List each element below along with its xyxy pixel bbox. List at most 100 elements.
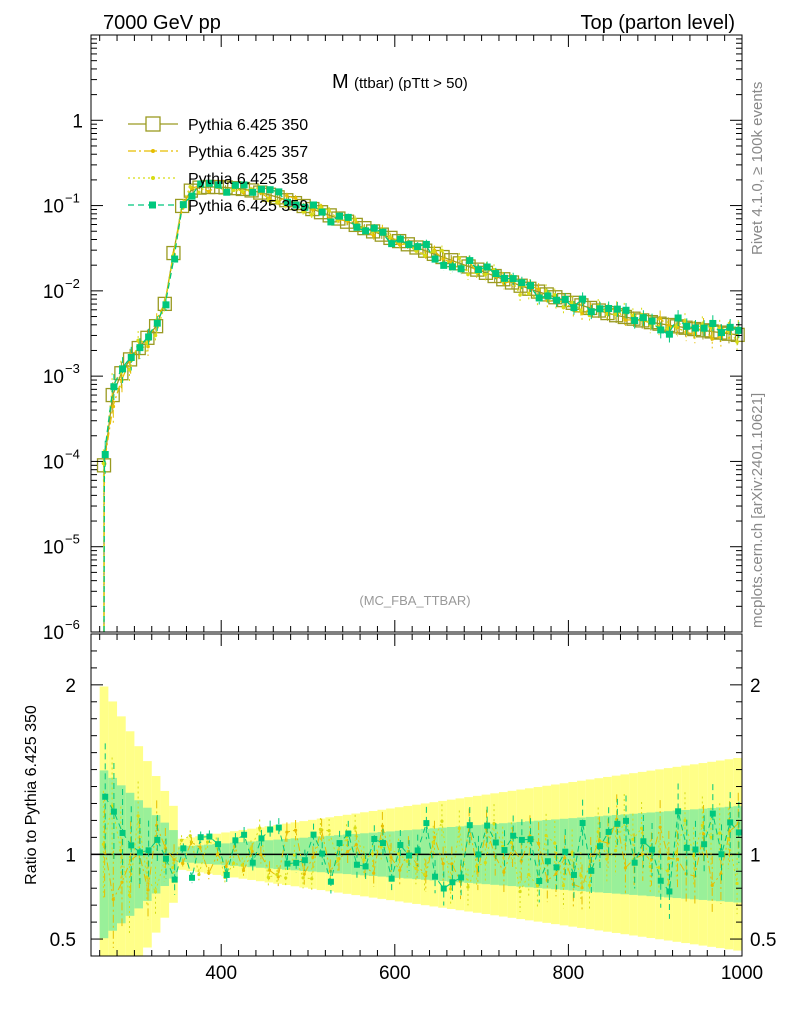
series-3-point	[431, 255, 439, 263]
series-3-point	[301, 203, 309, 211]
y-tick-label: 10	[43, 367, 64, 388]
series-3-point	[127, 353, 135, 361]
ratio-series-3-point	[492, 839, 499, 846]
ratio-series-3-point	[397, 842, 404, 849]
ratio-series-3-point	[623, 817, 630, 824]
ratio-series-3-point	[570, 871, 577, 878]
series-2-point	[431, 249, 436, 254]
series-3-point	[639, 314, 647, 322]
ratio-series-3-point	[128, 842, 135, 849]
series-3-point	[101, 451, 109, 459]
ratio-series-2-point	[431, 840, 435, 844]
ratio-frame	[90, 633, 743, 957]
rivet-label: Rivet 4.1.0, ≥ 100k events	[749, 82, 766, 255]
ratio-series-1-point	[597, 839, 601, 843]
series-1-point	[623, 318, 628, 322]
y-tick-label: 10	[43, 452, 64, 473]
ratio-series-1-point	[615, 817, 619, 821]
ratio-series-2-point	[422, 872, 427, 877]
series-2-point	[709, 326, 713, 330]
series-3-point	[370, 224, 378, 232]
ratio-series-3-point	[518, 836, 525, 843]
mcplots-label: mcplots.cern.ch [arXiv:2401.10621]	[749, 393, 766, 628]
ratio-series-2-point	[301, 876, 305, 880]
y-tick-label: 10	[43, 282, 64, 303]
ratio-series-3-point	[683, 844, 690, 851]
series-3-point	[596, 305, 604, 313]
ratio-series-1-point	[155, 823, 159, 827]
ratio-series-3-point	[675, 808, 682, 815]
series-2-point	[665, 327, 670, 331]
ratio-series-1-point	[736, 821, 740, 825]
ratio-series-3-point	[102, 793, 109, 800]
series-2-point	[605, 312, 609, 316]
ratio-series-3-point	[249, 859, 256, 866]
series-3-point	[205, 179, 213, 187]
series-2-point	[613, 312, 618, 317]
y-tick-label-exponent: −2	[65, 276, 80, 291]
series-2-point	[145, 341, 149, 345]
ratio-series-1-point	[502, 870, 506, 874]
series-3-point	[587, 308, 595, 316]
series-3-point	[691, 324, 699, 332]
series-2-point	[309, 213, 314, 217]
ratio-series-3-point	[215, 841, 222, 848]
series-2-point	[683, 319, 687, 323]
ratio-series-2-point	[292, 853, 296, 857]
header-process: Top (parton level)	[580, 12, 735, 34]
series-2-point	[127, 367, 132, 372]
series-1-point	[293, 196, 298, 200]
ratio-series-1-point	[293, 828, 298, 832]
ratio-series-2-point	[605, 857, 609, 861]
series-3-point	[136, 344, 144, 352]
ratio-y-tick-label-right: 2	[750, 676, 761, 697]
series-3-point	[561, 296, 569, 304]
series-3-point	[327, 218, 335, 226]
ratio-series-2-point	[492, 821, 496, 826]
ratio-series-3-point	[171, 876, 178, 883]
ratio-series-2-point	[527, 872, 531, 877]
series-3-point	[501, 274, 508, 282]
main-plot-area	[91, 35, 742, 632]
x-tick-label: 800	[553, 963, 585, 984]
series-3-point	[527, 282, 535, 290]
ratio-series-3-point	[110, 808, 117, 815]
ratio-series-2-point	[449, 887, 453, 891]
y-tick-label-exponent: −6	[65, 617, 80, 632]
ratio-series-3-point	[327, 878, 334, 885]
ratio-series-2-point	[709, 835, 713, 839]
x-tick-label: 600	[379, 963, 411, 984]
series-3-point	[379, 228, 387, 236]
ratio-series-3-point	[640, 838, 647, 845]
ratio-series-2-point	[613, 848, 618, 853]
ratio-series-3-point	[189, 874, 196, 881]
series-3-point	[718, 329, 725, 337]
series-2-point	[197, 190, 201, 195]
series-2-point	[136, 338, 140, 343]
ratio-series-3-point	[501, 847, 508, 854]
ratio-series-3-point	[284, 860, 291, 867]
ratio-series-2-point	[258, 826, 262, 830]
series-0-point	[643, 314, 659, 330]
series-2-point	[526, 291, 531, 296]
series-3-point	[440, 261, 448, 269]
series-3-point	[735, 326, 743, 334]
ratio-series-3-point	[293, 859, 300, 866]
ratio-y-tick-label-left: 2	[65, 676, 76, 697]
ratio-series-3-point	[727, 819, 734, 826]
series-2-point	[674, 324, 679, 328]
ratio-series-1-point	[450, 862, 454, 866]
ratio-series-3-point	[631, 859, 638, 866]
series-3-point	[214, 181, 222, 189]
ratio-series-2-point	[535, 884, 540, 888]
series-1-point	[684, 330, 688, 335]
ratio-series-3-point	[345, 830, 352, 837]
series-3-point	[188, 192, 196, 200]
ratio-series-1-point	[693, 874, 697, 878]
main-frame	[90, 34, 743, 633]
series-line-2	[103, 183, 739, 633]
ratio-series-2-point	[475, 864, 479, 868]
ratio-series-line-3	[104, 796, 740, 893]
series-3-point	[145, 333, 153, 341]
ratio-series-3-point	[145, 847, 152, 854]
